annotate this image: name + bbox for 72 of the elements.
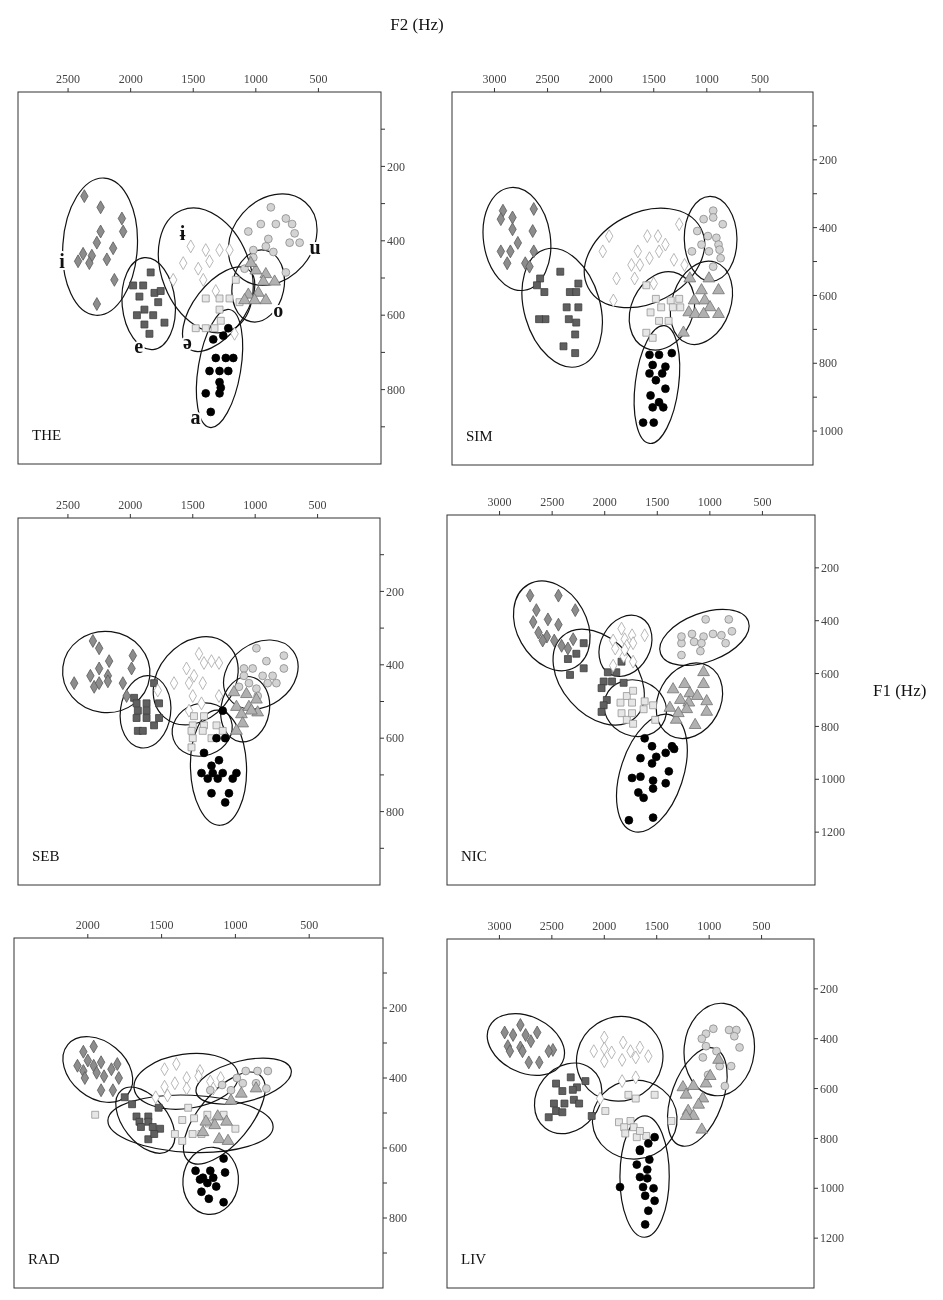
x-tick-label: 2000	[75, 918, 100, 932]
text: SEB	[32, 848, 60, 864]
y-tick-label: 200	[821, 561, 839, 576]
y-tick-label: 800	[389, 1211, 407, 1226]
x-tick-label: 3000	[487, 495, 512, 509]
y-tick-label: 800	[820, 1131, 838, 1146]
y-tick-label: 400	[821, 613, 839, 628]
x-axis-title: F2 (Hz)	[390, 15, 444, 34]
y-axis-title: F1 (Hz)	[873, 680, 927, 700]
x-tick-label: 1000	[697, 919, 722, 933]
x-tick-label: 2500	[540, 495, 565, 509]
series-label: ɨ	[179, 221, 186, 244]
y-tick-label: 1000	[819, 424, 843, 439]
text: THE	[32, 427, 62, 443]
y-tick-label: 600	[820, 1081, 838, 1096]
x-tick-label: 1500	[180, 498, 205, 512]
y-tick-label: 400	[820, 1031, 838, 1046]
x-tick-label: 500	[752, 919, 771, 933]
x-tick-label: 1500	[181, 72, 206, 86]
text: SIM	[466, 428, 493, 444]
y-tick-label: 1000	[821, 772, 845, 787]
y-tick-label: 800	[819, 356, 837, 371]
x-tick-label: 500	[753, 495, 772, 509]
y-tick-label: 400	[389, 1071, 407, 1086]
y-tick-label: 600	[389, 1141, 407, 1156]
x-tick-label: 1000	[223, 918, 248, 932]
x-tick-label: 2000	[592, 495, 617, 509]
series-label: o	[273, 299, 284, 322]
y-tick-label: 600	[386, 731, 404, 746]
x-tick-label: 2500	[56, 72, 81, 86]
y-tick-label: 800	[386, 804, 404, 819]
y-tick-label: 600	[821, 666, 839, 681]
x-tick-label: 1500	[645, 495, 670, 509]
x-tick-label: 1000	[243, 72, 268, 86]
y-tick-label: 200	[819, 153, 837, 168]
x-tick-label: 500	[309, 72, 328, 86]
x-tick-label: 500	[300, 918, 319, 932]
x-tick-label: 3000	[487, 919, 512, 933]
y-tick-label: 600	[387, 308, 405, 323]
y-tick-label: 400	[386, 658, 404, 672]
x-tick-label: 3000	[482, 72, 507, 86]
y-tick-label: 600	[819, 288, 837, 303]
x-tick-label: 1500	[641, 72, 666, 86]
x-tick-label: 2000	[592, 919, 617, 933]
x-tick-label: 500	[750, 72, 769, 86]
y-tick-label: 1200	[820, 1231, 844, 1246]
text: NIC	[461, 848, 487, 864]
x-tick-label: 500	[308, 498, 327, 512]
y-tick-label: 400	[819, 220, 837, 235]
y-tick-label: 200	[387, 159, 405, 174]
x-tick-label: 1500	[644, 919, 669, 933]
y-tick-label: 200	[820, 982, 838, 997]
y-tick-label: 800	[821, 719, 839, 734]
x-tick-label: 2000	[118, 72, 143, 86]
y-tick-label: 400	[387, 234, 405, 248]
text: RAD	[28, 1251, 60, 1267]
y-tick-label: 200	[386, 584, 404, 599]
x-tick-label: 2500	[535, 72, 560, 86]
y-tick-label: 1200	[821, 825, 845, 840]
y-tick-label: 200	[389, 1001, 407, 1016]
x-tick-label: 1000	[697, 495, 722, 509]
y-tick-label: 800	[387, 382, 405, 397]
x-tick-label: 1500	[149, 918, 174, 932]
x-tick-label: 2000	[118, 498, 143, 512]
x-tick-label: 2000	[588, 72, 613, 86]
text: LIV	[461, 1251, 487, 1267]
x-tick-label: 1000	[694, 72, 719, 86]
x-tick-label: 2500	[539, 919, 564, 933]
y-tick-label: 1000	[820, 1181, 844, 1196]
x-tick-label: 2500	[55, 498, 80, 512]
series-label: a	[190, 405, 201, 428]
x-tick-label: 1000	[243, 498, 268, 512]
